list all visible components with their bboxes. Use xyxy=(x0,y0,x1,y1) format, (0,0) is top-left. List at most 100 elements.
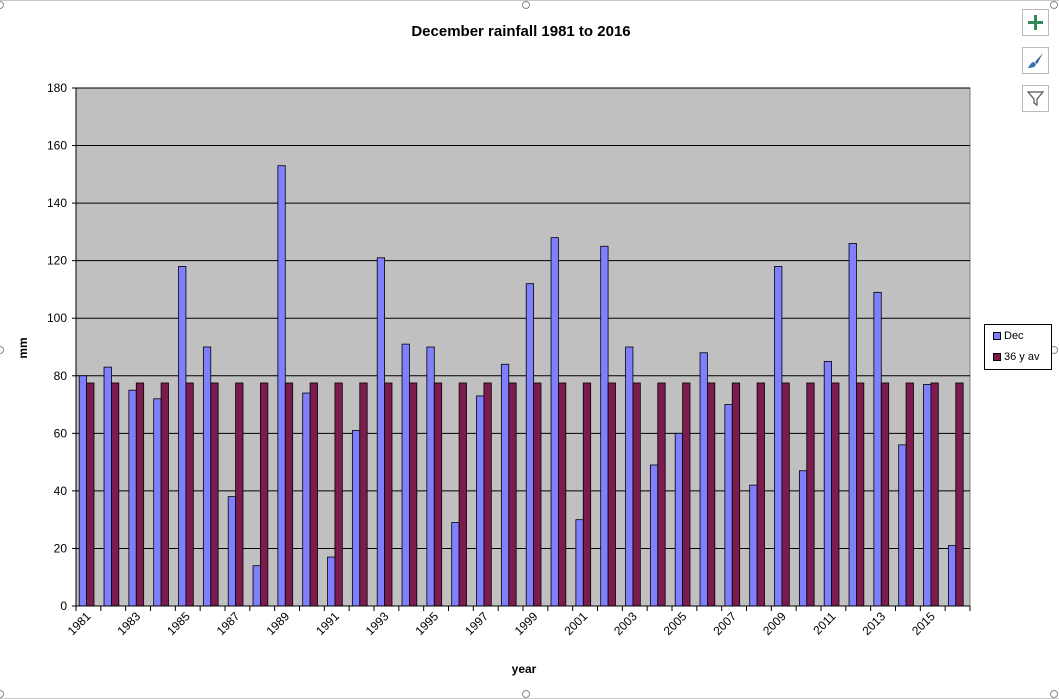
chart-title: December rainfall 1981 to 2016 xyxy=(411,23,630,40)
plus-icon xyxy=(1028,15,1043,30)
x-tick-label: 2013 xyxy=(859,609,888,638)
bar-dec-2011 xyxy=(823,360,833,607)
legend[interactable]: Dec 36 y av xyxy=(984,324,1052,370)
chart-filters-button[interactable] xyxy=(1022,85,1049,112)
x-tick-label: 1989 xyxy=(263,609,292,638)
bar-average-2006 xyxy=(707,382,716,607)
y-tick-label: 40 xyxy=(54,484,68,498)
legend-label-dec: Dec xyxy=(1004,330,1024,342)
x-tick-label: 1983 xyxy=(114,609,143,638)
x-tick-label: 1991 xyxy=(313,609,342,638)
x-tick-label: 2007 xyxy=(710,609,739,638)
bar-average-1989 xyxy=(284,382,294,607)
bar-dec-1996 xyxy=(451,522,460,607)
bar-average-2007 xyxy=(731,382,741,607)
bar-dec-1987 xyxy=(227,496,236,607)
bar-dec-2016 xyxy=(947,545,957,607)
x-tick-label: 2001 xyxy=(561,609,590,638)
bar-dec-1985 xyxy=(178,266,187,607)
bar-average-2000 xyxy=(558,382,567,607)
bar-average-2016 xyxy=(955,382,964,607)
y-tick-label: 180 xyxy=(47,81,67,95)
y-tick-label: 100 xyxy=(47,311,67,325)
legend-entry-dec: Dec xyxy=(993,330,1024,342)
x-tick-label: 2011 xyxy=(810,609,838,637)
legend-swatch-average xyxy=(993,353,1001,361)
bar-dec-2003 xyxy=(625,346,634,607)
x-tick-label: 2003 xyxy=(611,609,640,638)
resize-handle-bottom-right[interactable] xyxy=(1050,690,1058,698)
bar-dec-1983 xyxy=(128,389,137,607)
bar-dec-1988 xyxy=(252,565,261,607)
legend-entry-average: 36 y av xyxy=(993,351,1039,363)
resize-handle-top-center[interactable] xyxy=(522,1,530,9)
bar-average-1998 xyxy=(508,382,517,607)
bar-average-1993 xyxy=(384,382,393,607)
bar-average-2015 xyxy=(930,382,939,607)
bar-average-2008 xyxy=(756,382,765,607)
chart-styles-button[interactable] xyxy=(1022,47,1049,74)
bar-dec-1982 xyxy=(103,366,112,607)
bar-average-1994 xyxy=(409,382,418,607)
bar-average-2014 xyxy=(905,382,914,607)
bar-average-1992 xyxy=(359,382,368,607)
bar-dec-1997 xyxy=(476,395,485,607)
bar-average-2011 xyxy=(831,382,840,607)
bar-average-2005 xyxy=(682,382,691,607)
legend-label-average: 36 y av xyxy=(1004,351,1040,363)
legend-swatch-dec xyxy=(993,332,1001,340)
bar-dec-2002 xyxy=(600,245,609,607)
resize-handle-bottom-center[interactable] xyxy=(522,690,530,698)
x-tick-label: 1981 xyxy=(65,609,94,638)
bar-average-1988 xyxy=(260,382,269,607)
bar-dec-2004 xyxy=(649,464,659,607)
y-tick-label: 160 xyxy=(47,139,67,153)
x-axis-title: year xyxy=(512,662,537,676)
bar-dec-2008 xyxy=(749,484,758,607)
bar-dec-2006 xyxy=(699,352,708,607)
y-tick-label: 120 xyxy=(47,254,67,268)
bar-average-2001 xyxy=(582,382,592,607)
y-tick-label: 20 xyxy=(54,541,68,555)
resize-handle-top-right[interactable] xyxy=(1050,1,1058,9)
bar-dec-1991 xyxy=(327,556,336,607)
bar-average-1999 xyxy=(533,382,542,607)
x-tick-label: 2015 xyxy=(909,609,938,638)
bar-average-2013 xyxy=(880,382,890,607)
bar-dec-1990 xyxy=(302,392,311,607)
x-tick-label: 1987 xyxy=(214,609,243,638)
x-tick-label: 1985 xyxy=(164,609,193,638)
bar-dec-2005 xyxy=(674,432,684,607)
x-tick-label: 1999 xyxy=(512,609,541,638)
y-tick-label: 140 xyxy=(47,196,67,210)
bar-average-1987 xyxy=(235,382,244,607)
bar-average-2003 xyxy=(632,382,641,607)
bar-dec-1998 xyxy=(500,363,510,607)
bar-dec-1986 xyxy=(202,346,212,607)
bar-average-2012 xyxy=(856,382,865,607)
bar-dec-2015 xyxy=(923,384,932,607)
x-tick-label: 1995 xyxy=(412,609,441,638)
bar-dec-2000 xyxy=(550,237,559,607)
paintbrush-icon xyxy=(1028,53,1043,68)
y-axis-title: mm xyxy=(16,337,30,358)
bar-dec-1989 xyxy=(277,165,286,607)
bar-average-1985 xyxy=(185,382,194,607)
bar-average-1995 xyxy=(433,382,443,607)
bar-dec-2013 xyxy=(873,291,882,607)
x-tick-label: 2009 xyxy=(760,609,789,638)
bar-dec-2007 xyxy=(724,404,733,607)
bar-dec-1984 xyxy=(153,398,162,607)
gridlines xyxy=(76,87,970,549)
x-tick-label: 2005 xyxy=(661,609,690,638)
bar-dec-2012 xyxy=(848,242,857,607)
bar-dec-2001 xyxy=(575,519,584,607)
bar-average-1990 xyxy=(309,382,318,607)
bar-dec-1999 xyxy=(525,283,535,607)
bar-average-2010 xyxy=(806,382,815,607)
bar-average-2004 xyxy=(657,382,666,607)
chart-elements-button[interactable] xyxy=(1022,9,1049,36)
bar-dec-1993 xyxy=(376,257,386,607)
y-tick-label: 0 xyxy=(60,599,67,613)
